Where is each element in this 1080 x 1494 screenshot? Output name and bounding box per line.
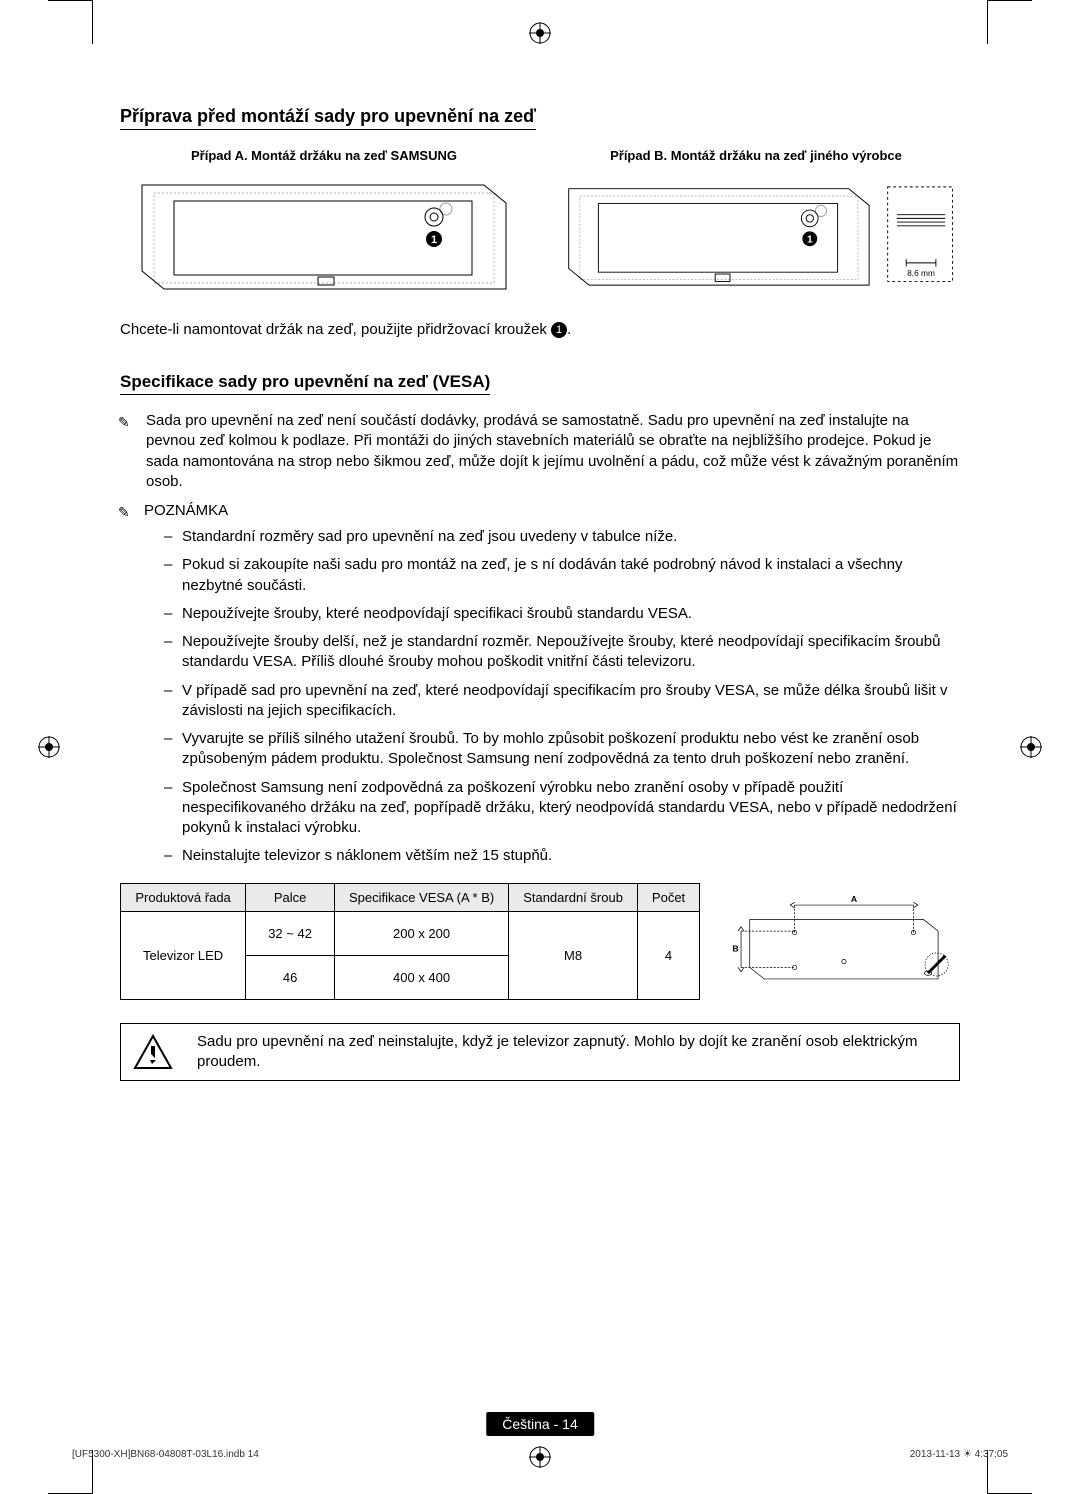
- warning-box: Sadu pro upevnění na zeď neinstalujte, k…: [120, 1023, 960, 1082]
- note-heading: ✎ POZNÁMKA: [120, 502, 960, 519]
- holder-ring-note: Chcete-li namontovat držák na zeď, použi…: [120, 321, 960, 338]
- intro-paragraph: ✎ Sada pro upevnění na zeď není součástí…: [146, 411, 960, 492]
- crop-mark: [92, 0, 93, 44]
- note-icon: ✎: [118, 504, 130, 521]
- list-item: Nepoužívejte šrouby delší, než je standa…: [164, 632, 960, 673]
- heading-prep: Příprava před montáží sady pro upevnění …: [120, 106, 536, 130]
- caption-b: Případ B. Montáž držáku na zeď jiného vý…: [552, 148, 960, 163]
- dim-b-label: B: [733, 943, 739, 953]
- th-product: Produktová řada: [121, 884, 246, 912]
- list-item: Nepoužívejte šrouby, které neodpovídají …: [164, 604, 960, 624]
- svg-text:1: 1: [431, 234, 437, 246]
- registration-mark-icon: [1020, 736, 1042, 758]
- content-area: Příprava před montáží sady pro upevnění …: [120, 106, 960, 1081]
- print-timestamp: 2013-11-13 ☀ 4:37:05: [910, 1449, 1008, 1460]
- heading-vesa: Specifikace sady pro upevnění na zeď (VE…: [120, 372, 490, 395]
- list-item: Společnost Samsung není zodpovědná za po…: [164, 778, 960, 839]
- list-item: Pokud si zakoupíte naši sadu pro montáž …: [164, 555, 960, 596]
- crop-mark: [987, 0, 988, 44]
- dim-a-label: A: [851, 894, 858, 904]
- td-vesa: 400 x 400: [334, 956, 508, 1000]
- note-icon: ✎: [118, 413, 130, 432]
- td-screw: M8: [509, 912, 638, 1000]
- svg-text:1: 1: [807, 234, 813, 245]
- th-screw: Standardní šroub: [509, 884, 638, 912]
- page-footer: Čeština - 14: [486, 1412, 594, 1436]
- mount-dimensions-figure: A B: [728, 877, 960, 1007]
- table-header-row: Produktová řada Palce Specifikace VESA (…: [121, 884, 700, 912]
- footer-lang: Čeština -: [502, 1416, 562, 1432]
- td-vesa: 200 x 200: [334, 912, 508, 956]
- notes-list: Standardní rozměry sad pro upevnění na z…: [164, 527, 960, 867]
- td-inches: 46: [246, 956, 335, 1000]
- td-count: 4: [637, 912, 699, 1000]
- spec-row: Produktová řada Palce Specifikace VESA (…: [120, 877, 960, 1007]
- table-row: Televizor LED 32 ~ 42 200 x 200 M8 4: [121, 912, 700, 956]
- intro-text: Sada pro upevnění na zeď není součástí d…: [146, 412, 958, 490]
- tv-diagram-b: 1 8,6 mm: [552, 171, 960, 301]
- note-label: POZNÁMKA: [144, 502, 228, 519]
- tv-diagram-a: 1: [120, 171, 528, 301]
- list-item: Vyvarujte se příliš silného utažení šrou…: [164, 729, 960, 770]
- vesa-spec-table: Produktová řada Palce Specifikace VESA (…: [120, 883, 700, 1000]
- warning-text: Sadu pro upevnění na zeď neinstalujte, k…: [185, 1024, 959, 1081]
- th-vesa: Specifikace VESA (A * B): [334, 884, 508, 912]
- marker-1-icon: 1: [551, 322, 567, 338]
- th-count: Počet: [637, 884, 699, 912]
- registration-mark-icon: [529, 1446, 551, 1468]
- print-filename: [UF5300-XH]BN68-04808T-03L16.indb 14: [72, 1449, 259, 1460]
- warning-icon: [121, 1024, 185, 1081]
- caption-a: Případ A. Montáž držáku na zeď SAMSUNG: [120, 148, 528, 163]
- list-item: V případě sad pro upevnění na zeď, které…: [164, 681, 960, 722]
- td-inches: 32 ~ 42: [246, 912, 335, 956]
- th-inches: Palce: [246, 884, 335, 912]
- footer-page: 14: [562, 1416, 578, 1432]
- crop-mark: [988, 0, 1032, 1]
- figures-row: Případ A. Montáž držáku na zeď SAMSUNG 1: [120, 148, 960, 301]
- figure-a: Případ A. Montáž držáku na zeď SAMSUNG 1: [120, 148, 528, 301]
- td-product: Televizor LED: [121, 912, 246, 1000]
- note-text: Chcete-li namontovat držák na zeď, použi…: [120, 321, 551, 338]
- dimension-label: 8,6 mm: [907, 268, 935, 278]
- list-item: Standardní rozměry sad pro upevnění na z…: [164, 527, 960, 547]
- crop-mark: [48, 0, 92, 1]
- list-item: Neinstalujte televizor s náklonem větším…: [164, 846, 960, 866]
- figure-b: Případ B. Montáž držáku na zeď jiného vý…: [552, 148, 960, 301]
- registration-mark-icon: [38, 736, 60, 758]
- registration-mark-icon: [529, 22, 551, 44]
- page: Příprava před montáží sady pro upevnění …: [0, 0, 1080, 1494]
